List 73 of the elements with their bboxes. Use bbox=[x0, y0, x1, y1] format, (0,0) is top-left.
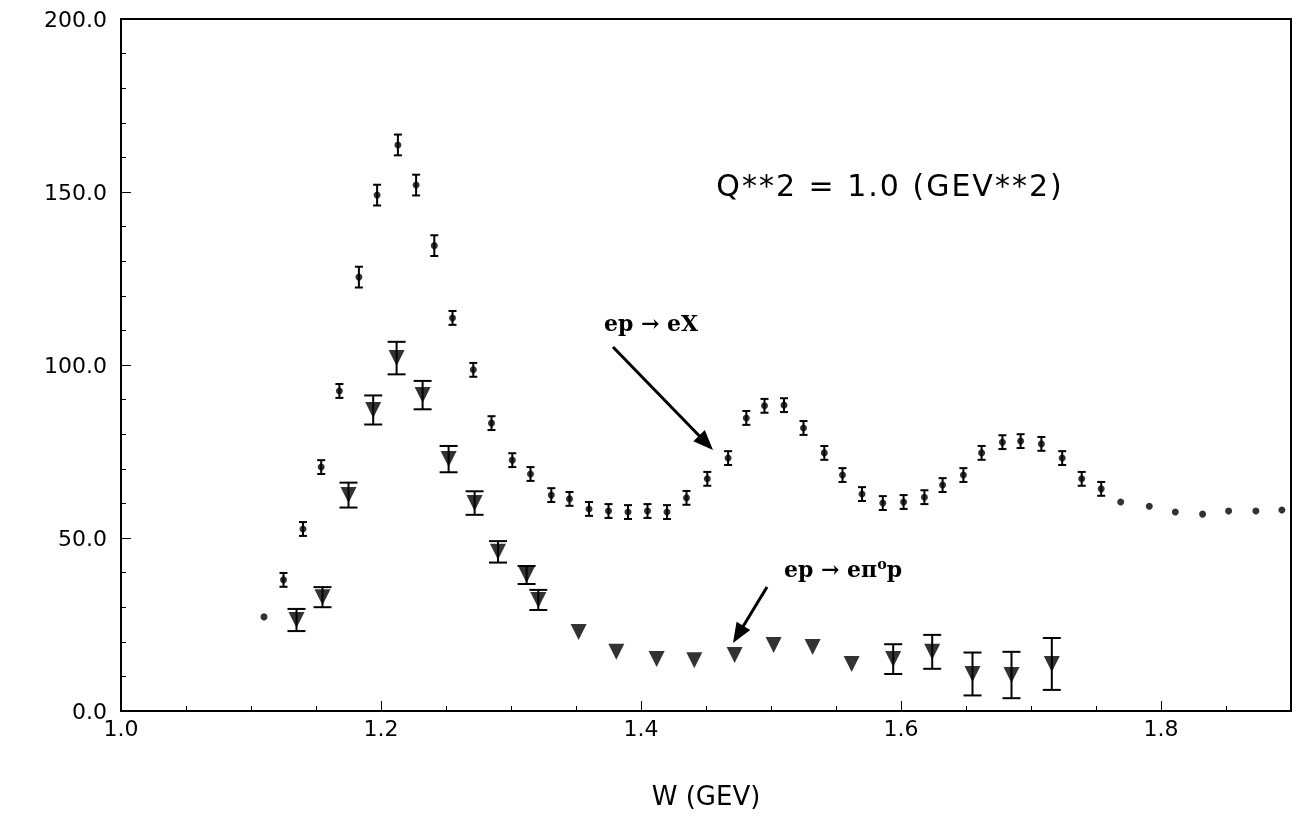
point bbox=[1017, 437, 1025, 445]
point bbox=[288, 612, 305, 628]
x-tick-label: 1.8 bbox=[1143, 715, 1179, 741]
point bbox=[1225, 507, 1233, 515]
point bbox=[430, 242, 438, 250]
point bbox=[998, 438, 1006, 446]
point bbox=[469, 366, 477, 374]
point bbox=[608, 643, 625, 660]
x-tick-label: 1.6 bbox=[883, 715, 919, 741]
point bbox=[920, 493, 928, 501]
annotation: Q**2 = 1.0 (GEV**2) bbox=[716, 167, 1064, 203]
y-tick-label: 200.0 bbox=[44, 6, 107, 32]
point bbox=[527, 470, 534, 478]
point bbox=[280, 576, 287, 584]
point bbox=[765, 636, 782, 653]
point bbox=[388, 350, 405, 367]
point bbox=[978, 449, 986, 457]
point bbox=[440, 451, 457, 468]
point bbox=[885, 651, 902, 668]
point bbox=[800, 424, 807, 432]
point bbox=[449, 314, 456, 322]
point bbox=[355, 273, 363, 281]
y-tick-label: 100.0 bbox=[44, 352, 107, 378]
point bbox=[1171, 508, 1179, 516]
point bbox=[414, 387, 431, 404]
point bbox=[1097, 485, 1105, 493]
point bbox=[924, 643, 941, 660]
point bbox=[761, 402, 768, 410]
point bbox=[726, 646, 743, 663]
point bbox=[742, 414, 750, 422]
point bbox=[964, 665, 981, 682]
point bbox=[879, 499, 887, 507]
point bbox=[843, 655, 860, 672]
point bbox=[1145, 502, 1153, 510]
point bbox=[605, 507, 612, 515]
point bbox=[508, 456, 516, 464]
point bbox=[686, 652, 703, 669]
x-tick-label: 1.2 bbox=[363, 715, 399, 741]
point bbox=[547, 491, 555, 499]
point bbox=[365, 401, 382, 418]
point bbox=[804, 638, 821, 655]
point bbox=[703, 475, 711, 483]
point bbox=[1199, 510, 1207, 518]
point bbox=[317, 463, 325, 471]
point bbox=[488, 419, 495, 427]
annotation: ep → eX bbox=[603, 310, 699, 336]
point bbox=[900, 498, 908, 506]
point bbox=[839, 471, 846, 479]
point bbox=[1003, 667, 1020, 684]
point bbox=[959, 471, 967, 479]
point bbox=[644, 507, 651, 515]
y-tick-label: 0.0 bbox=[72, 698, 107, 724]
point bbox=[1117, 498, 1125, 506]
point bbox=[340, 487, 357, 504]
x-axis-title: W (GEV) bbox=[651, 781, 761, 811]
point bbox=[1058, 454, 1066, 462]
point bbox=[335, 387, 343, 395]
point bbox=[1037, 440, 1045, 448]
point bbox=[394, 141, 402, 149]
point bbox=[373, 191, 381, 199]
point bbox=[939, 481, 947, 489]
y-tick-label: 50.0 bbox=[58, 525, 107, 551]
x-tick-label: 1.4 bbox=[623, 715, 659, 741]
point bbox=[820, 449, 828, 457]
y-tick-label: 150.0 bbox=[44, 179, 107, 205]
point bbox=[466, 495, 483, 512]
point bbox=[570, 624, 587, 641]
point bbox=[1043, 655, 1060, 672]
point bbox=[1078, 475, 1086, 483]
point bbox=[683, 494, 690, 502]
point bbox=[566, 495, 573, 503]
point bbox=[648, 651, 665, 668]
annotation: ep → eπ$^{o}$p bbox=[783, 555, 903, 583]
